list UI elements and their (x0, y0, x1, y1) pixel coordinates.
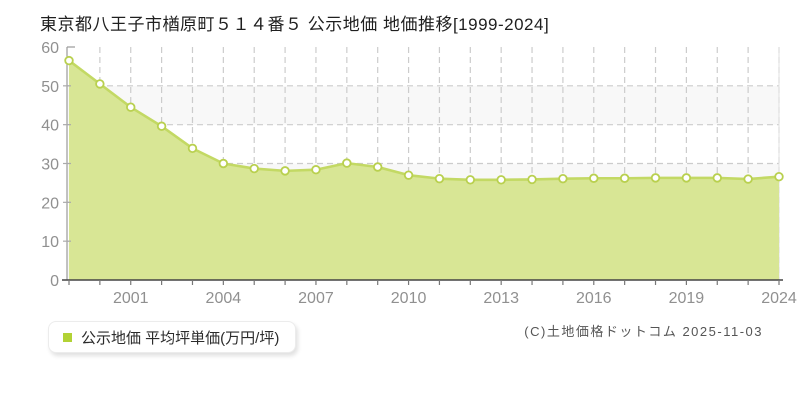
x-tick-label: 2019 (669, 290, 705, 307)
plot-band (67, 85, 779, 125)
data-point-marker (619, 173, 630, 183)
data-point-marker (280, 166, 290, 176)
data-point-marker (372, 162, 383, 172)
data-point-marker (558, 173, 568, 184)
legend-series-marker-icon (63, 332, 72, 342)
data-point-marker (465, 175, 476, 185)
x-tick-label: 2013 (483, 290, 519, 307)
copyright-text: (C)土地価格ドットコム 2025-11-03 (524, 324, 763, 339)
data-point-marker (589, 173, 599, 183)
data-point-marker (342, 158, 352, 168)
data-point-marker (218, 158, 229, 169)
data-point-marker (681, 173, 692, 183)
data-point-marker (496, 175, 506, 185)
data-point-marker (403, 170, 414, 180)
x-tick-label: 2010 (391, 290, 427, 307)
y-tick-label: 0 (50, 273, 59, 290)
data-point-marker (126, 102, 136, 112)
data-point-marker (527, 174, 537, 185)
y-tick-label: 50 (41, 79, 59, 96)
x-tick-label: 2007 (298, 290, 334, 307)
data-point-marker (774, 172, 784, 182)
data-point-marker (712, 173, 722, 183)
data-point-marker (650, 173, 661, 183)
x-tick-label: 2024 (761, 290, 797, 307)
data-point-marker (187, 143, 198, 154)
data-point-marker (311, 165, 321, 175)
data-point-marker (743, 174, 753, 184)
x-tick-label: 2004 (206, 290, 242, 307)
data-point-marker (95, 79, 105, 89)
legend: 公示地価 平均坪単価(万円/坪) (48, 321, 297, 353)
price-area (69, 60, 779, 280)
legend-series-label: 公示地価 平均坪単価(万円/坪) (81, 329, 280, 347)
y-tick-label: 10 (41, 234, 59, 251)
y-tick-label: 20 (41, 195, 59, 212)
data-point-marker (249, 163, 259, 174)
x-tick-label: 2016 (576, 290, 612, 307)
chart-title: 東京都八王子市楢原町５１４番５ 公示地価 地価推移[1999-2024] (40, 15, 550, 34)
data-point-marker (64, 55, 74, 66)
price-line (68, 59, 780, 182)
y-tick-label: 60 (41, 40, 59, 57)
data-point-marker (434, 173, 445, 184)
y-tick-label: 40 (41, 118, 59, 135)
y-tick-label: 30 (41, 157, 59, 174)
data-point-marker (156, 121, 167, 131)
x-tick-label: 2001 (113, 290, 149, 307)
